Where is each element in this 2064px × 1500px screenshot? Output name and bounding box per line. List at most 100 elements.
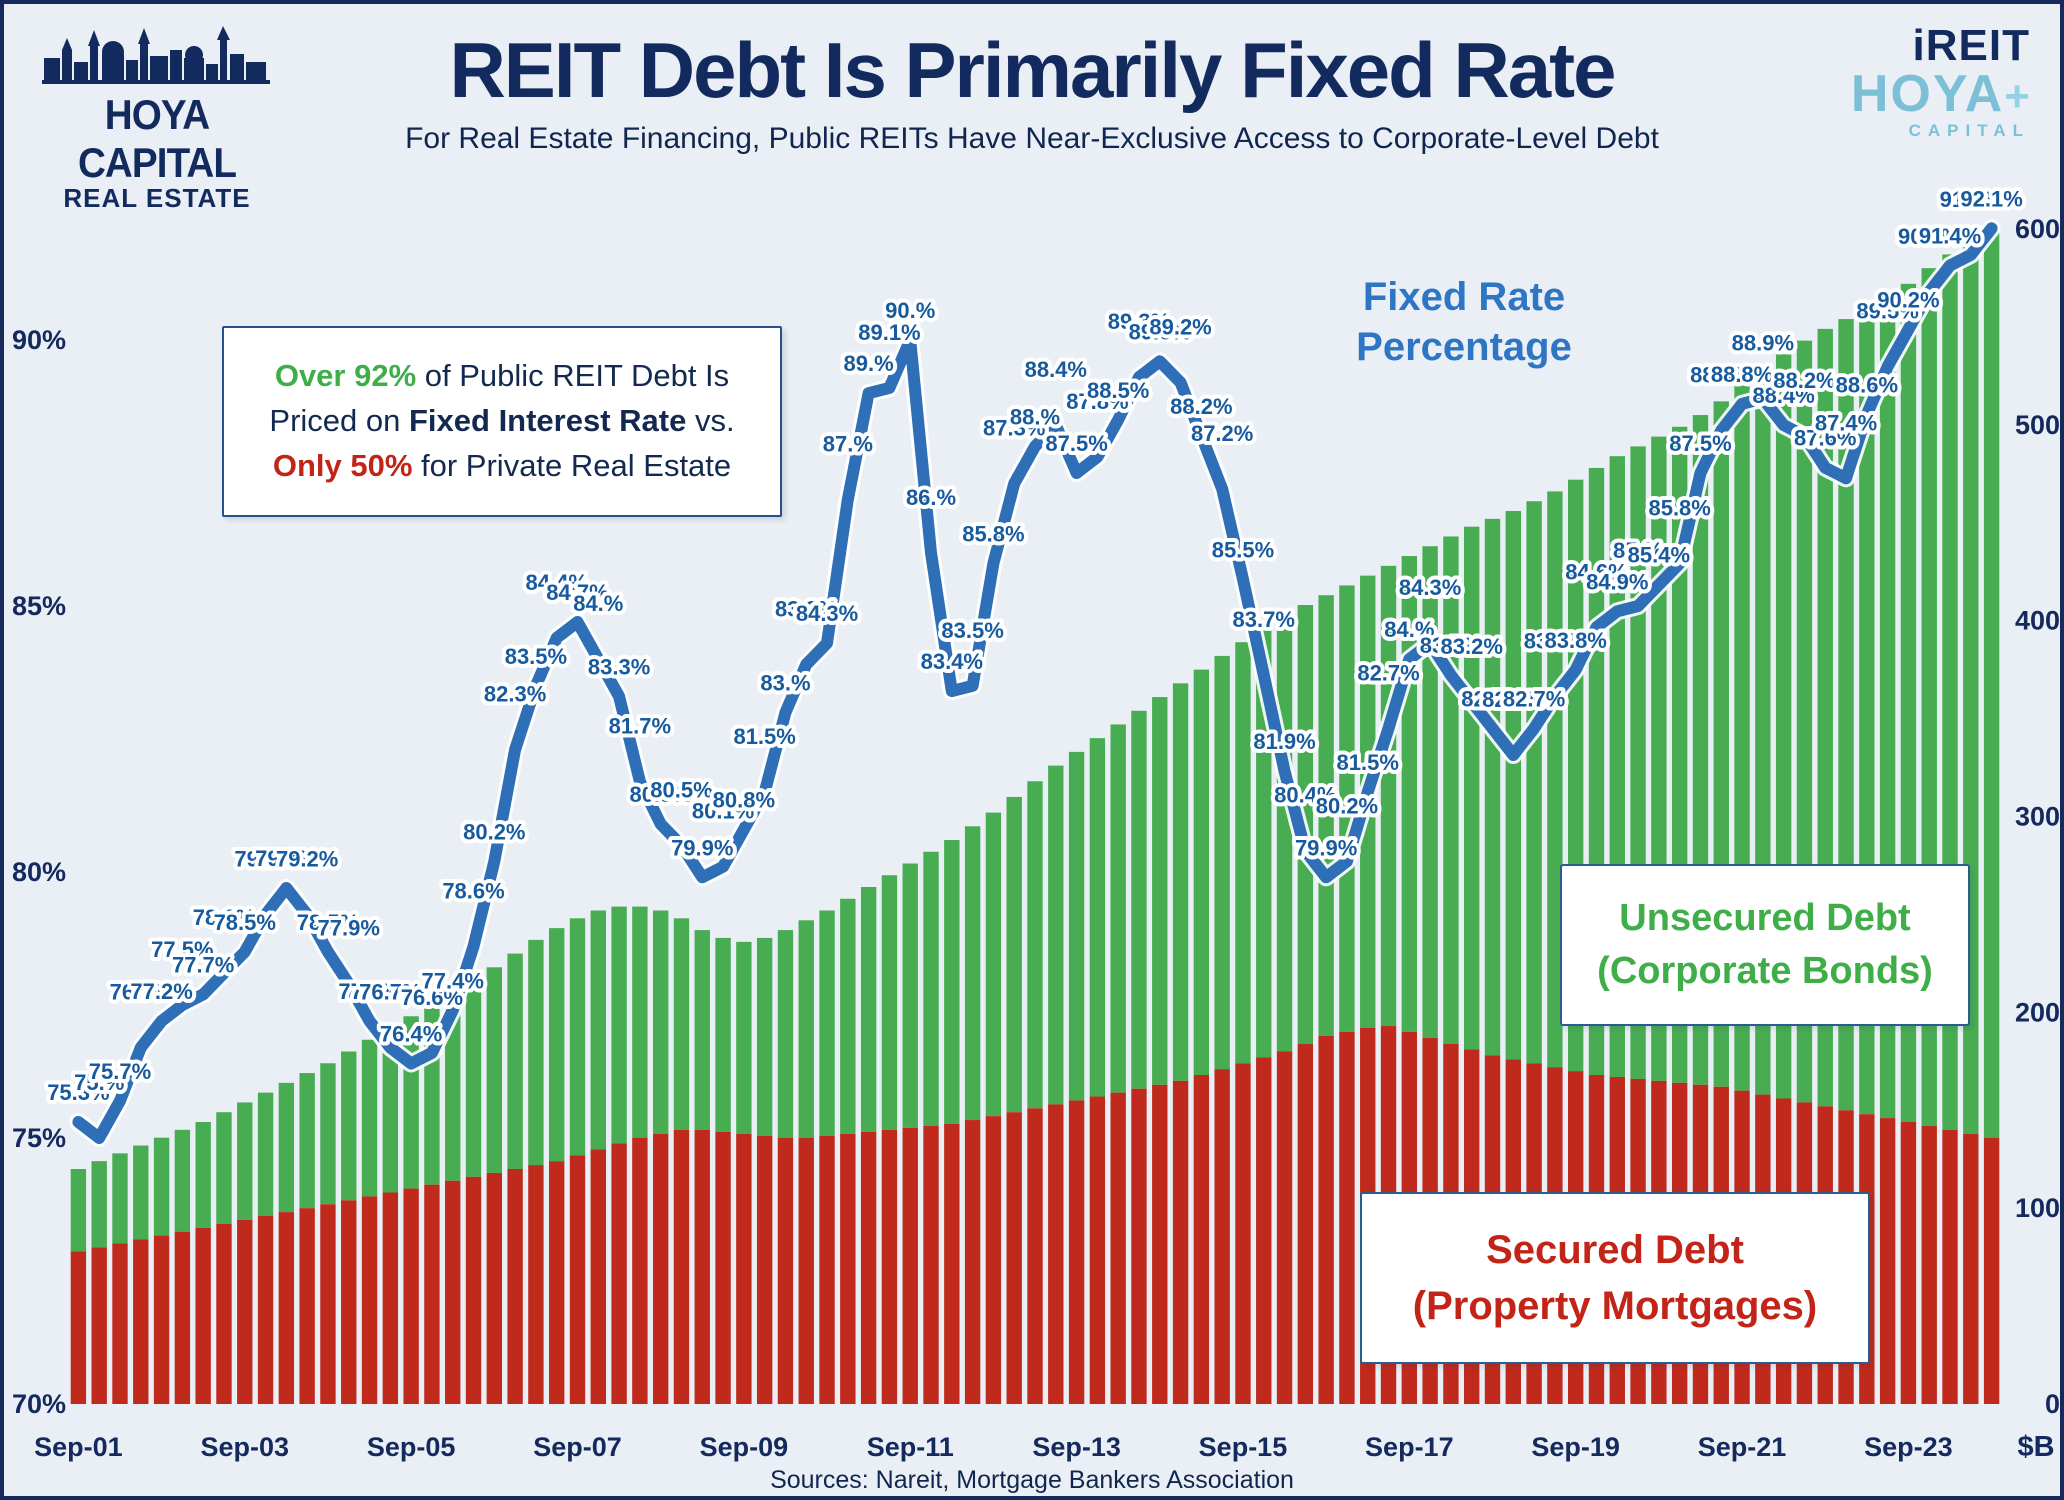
svg-text:82.7%: 82.7% <box>1461 686 1523 711</box>
svg-text:87.5%: 87.5% <box>1045 431 1107 456</box>
svg-text:89.%: 89.% <box>844 351 894 376</box>
svg-text:83.7%: 83.7% <box>1233 607 1295 632</box>
svg-text:77.2%: 77.2% <box>130 979 192 1004</box>
svg-text:87.2%: 87.2% <box>1191 421 1253 446</box>
svg-text:82.3%: 82.3% <box>484 682 546 707</box>
svg-text:500: 500 <box>2015 410 2060 440</box>
svg-text:89.5%: 89.5% <box>1856 299 1918 324</box>
svg-text:Sep-17: Sep-17 <box>1365 1432 1454 1462</box>
unsecured-debt-legend: Unsecured Debt (Corporate Bonds) <box>1560 864 1970 1027</box>
svg-text:84.4%: 84.4% <box>526 570 588 595</box>
svg-text:83.3%: 83.3% <box>588 654 650 679</box>
svg-text:80.9%: 80.9% <box>629 782 691 807</box>
svg-text:88.%: 88.% <box>1010 404 1060 429</box>
svg-text:80.5%: 80.5% <box>650 777 712 802</box>
svg-text:85.%: 85.% <box>1613 538 1663 563</box>
svg-text:77.9%: 77.9% <box>318 916 380 941</box>
svg-text:89.1%: 89.1% <box>858 320 920 345</box>
svg-text:90.2%: 90.2% <box>1877 287 1939 312</box>
svg-text:Sep-19: Sep-19 <box>1531 1432 1620 1462</box>
svg-text:300: 300 <box>2015 802 2060 832</box>
svg-text:89.2%: 89.2% <box>1149 315 1211 340</box>
svg-text:400: 400 <box>2015 606 2060 636</box>
svg-text:90%: 90% <box>12 325 66 355</box>
svg-text:78.5%: 78.5% <box>297 910 359 935</box>
svg-text:88.5%: 88.5% <box>1087 378 1149 403</box>
svg-text:83.9%: 83.9% <box>775 597 837 622</box>
svg-text:83.3%: 83.3% <box>1524 628 1586 653</box>
svg-text:$B: $B <box>2017 1431 2054 1463</box>
svg-text:76.7%: 76.7% <box>359 980 421 1005</box>
svg-text:75%: 75% <box>12 1123 66 1153</box>
svg-text:84.6%: 84.6% <box>1565 559 1627 584</box>
key-stat-callout: Over 92% of Public REIT Debt Is Priced o… <box>222 326 782 517</box>
svg-text:82.7%: 82.7% <box>1503 686 1565 711</box>
svg-text:89.6%: 89.6% <box>1129 319 1191 344</box>
secured-debt-legend: Secured Debt (Property Mortgages) <box>1360 1192 1870 1364</box>
svg-text:78.1%: 78.1% <box>193 905 255 930</box>
fixed-rate-series-label: Fixed Rate Percentage <box>1356 275 1572 369</box>
hoya-wordmark: HOYA <box>1850 65 2005 123</box>
svg-text:79.2%: 79.2% <box>276 847 338 872</box>
svg-text:84.9%: 84.9% <box>1586 569 1648 594</box>
svg-text:100: 100 <box>2015 1193 2060 1223</box>
svg-text:80.2%: 80.2% <box>1316 793 1378 818</box>
svg-text:83.5%: 83.5% <box>505 644 567 669</box>
hoya-skyline-icon <box>42 26 270 84</box>
svg-text:87.5%: 87.5% <box>1669 431 1731 456</box>
svg-text:77.2%: 77.2% <box>338 979 400 1004</box>
svg-text:Sep-15: Sep-15 <box>1199 1432 1288 1462</box>
svg-text:86.%: 86.% <box>906 485 956 510</box>
svg-text:Sep-07: Sep-07 <box>533 1432 622 1462</box>
svg-text:83.4%: 83.4% <box>921 649 983 674</box>
svg-text:79.9%: 79.9% <box>671 835 733 860</box>
svg-text:92.1%: 92.1% <box>1960 186 2022 211</box>
svg-text:Sep-11: Sep-11 <box>867 1432 954 1462</box>
svg-text:82.2%: 82.2% <box>1482 687 1544 712</box>
svg-text:81.9%: 81.9% <box>1253 729 1315 754</box>
svg-text:84.%: 84.% <box>1384 617 1434 642</box>
svg-text:88.6%: 88.6% <box>1836 372 1898 397</box>
svg-text:77.5%: 77.5% <box>151 937 213 962</box>
real-estate-wordmark: REAL ESTATE <box>63 183 251 213</box>
svg-text:84.7%: 84.7% <box>546 580 608 605</box>
svg-text:83.2%: 83.2% <box>1441 634 1503 659</box>
svg-text:78.6%: 78.6% <box>442 878 504 903</box>
svg-text:88.4%: 88.4% <box>1025 357 1087 382</box>
svg-text:91.4%: 91.4% <box>1919 224 1981 249</box>
title-block: REIT Debt Is Primarily Fixed Rate For Re… <box>332 29 1732 156</box>
svg-text:Sep-23: Sep-23 <box>1864 1432 1953 1462</box>
svg-text:75.3%: 75.3% <box>47 1080 109 1105</box>
ireit-hoya-logo: iREIT HOYA+ CAPITAL <box>1850 24 2030 140</box>
svg-text:Sep-21: Sep-21 <box>1698 1432 1787 1462</box>
svg-text:84.%: 84.% <box>573 591 623 616</box>
svg-text:80.8%: 80.8% <box>713 787 775 812</box>
svg-text:88.8%: 88.8% <box>1711 362 1773 387</box>
svg-text:0: 0 <box>2045 1389 2060 1419</box>
page-subtitle: For Real Estate Financing, Public REITs … <box>405 121 1659 155</box>
svg-text:80.2%: 80.2% <box>463 819 525 844</box>
svg-text:75.7%: 75.7% <box>89 1059 151 1084</box>
svg-text:83.5%: 83.5% <box>941 618 1003 643</box>
svg-text:75.%: 75.% <box>74 1070 124 1095</box>
svg-text:83.%: 83.% <box>760 670 810 695</box>
plus-icon: + <box>2004 72 2030 121</box>
svg-text:85.4%: 85.4% <box>1628 543 1690 568</box>
svg-text:83.7%: 83.7% <box>1420 633 1482 658</box>
svg-text:85.8%: 85.8% <box>1648 495 1710 520</box>
svg-text:88.9%: 88.9% <box>1732 331 1794 356</box>
svg-text:79.7%: 79.7% <box>255 846 317 871</box>
svg-text:77.4%: 77.4% <box>422 968 484 993</box>
svg-text:80.4%: 80.4% <box>1274 783 1336 808</box>
svg-text:Sep-05: Sep-05 <box>367 1432 456 1462</box>
svg-text:79.9%: 79.9% <box>1295 835 1357 860</box>
capital-wordmark: CAPITAL <box>1908 121 2030 140</box>
svg-text:Sep-09: Sep-09 <box>700 1432 789 1462</box>
svg-text:77.7%: 77.7% <box>172 952 234 977</box>
svg-text:90.9%: 90.9% <box>1898 224 1960 249</box>
svg-text:78.5%: 78.5% <box>214 910 276 935</box>
svg-text:87.4%: 87.4% <box>1815 410 1877 435</box>
svg-text:87.3%: 87.3% <box>983 416 1045 441</box>
svg-text:87.6%: 87.6% <box>1794 426 1856 451</box>
